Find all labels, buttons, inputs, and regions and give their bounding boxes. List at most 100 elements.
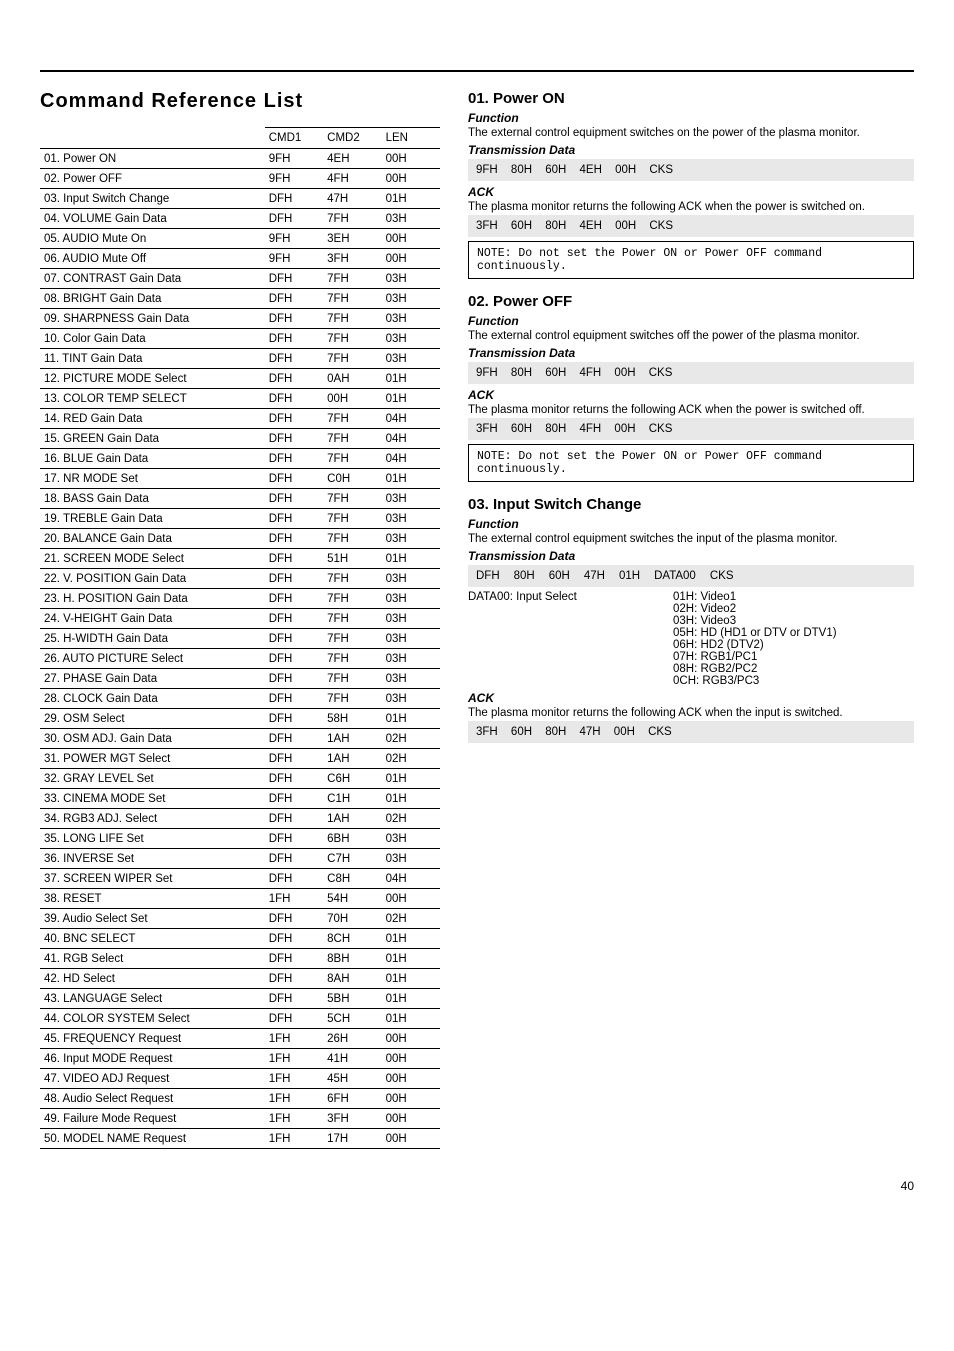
table-row: 43. LANGUAGE SelectDFH5BH01H — [40, 989, 440, 1009]
data-option-value: 01H: Video1 — [673, 591, 914, 603]
table-cell: 1AH — [323, 729, 381, 749]
table-row: 04. VOLUME Gain DataDFH7FH03H — [40, 209, 440, 229]
table-cell: DFH — [265, 869, 323, 889]
data-option-label: DATA00: Input Select — [468, 591, 673, 603]
table-cell: 04H — [382, 869, 440, 889]
table-row: 14. RED Gain DataDFH7FH04H — [40, 409, 440, 429]
hex-token: DFH — [476, 570, 500, 582]
table-cell: DFH — [265, 209, 323, 229]
table-cell: DFH — [265, 529, 323, 549]
table-cell: DFH — [265, 589, 323, 609]
table-cell: 18. BASS Gain Data — [40, 489, 265, 509]
function-label: Function — [468, 517, 914, 531]
table-cell: 03. Input Switch Change — [40, 189, 265, 209]
table-cell: 02H — [382, 729, 440, 749]
data-option-label — [468, 639, 673, 651]
ack-text: The plasma monitor returns the following… — [468, 707, 914, 719]
table-row: 37. SCREEN WIPER SetDFHC8H04H — [40, 869, 440, 889]
page-title: Command Reference List — [40, 90, 440, 113]
table-cell: 1FH — [265, 889, 323, 909]
table-cell: 02H — [382, 909, 440, 929]
table-cell: DFH — [265, 569, 323, 589]
table-row: 26. AUTO PICTURE SelectDFH7FH03H — [40, 649, 440, 669]
table-cell: 37. SCREEN WIPER Set — [40, 869, 265, 889]
table-cell: DFH — [265, 849, 323, 869]
table-header-row: CMD1 CMD2 LEN — [40, 128, 440, 149]
table-row: 21. SCREEN MODE SelectDFH51H01H — [40, 549, 440, 569]
table-row: 24. V-HEIGHT Gain DataDFH7FH03H — [40, 609, 440, 629]
section-title: 03. Input Switch Change — [468, 496, 914, 513]
table-cell: 7FH — [323, 689, 381, 709]
table-cell: 27. PHASE Gain Data — [40, 669, 265, 689]
table-row: 41. RGB SelectDFH8BH01H — [40, 949, 440, 969]
table-cell: 41. RGB Select — [40, 949, 265, 969]
table-cell: 14. RED Gain Data — [40, 409, 265, 429]
table-cell: 16. BLUE Gain Data — [40, 449, 265, 469]
table-row: 18. BASS Gain DataDFH7FH03H — [40, 489, 440, 509]
table-row: 40. BNC SELECTDFH8CH01H — [40, 929, 440, 949]
table-cell: 00H — [382, 249, 440, 269]
table-cell: 7FH — [323, 349, 381, 369]
table-cell: 01H — [382, 1009, 440, 1029]
table-cell: 7FH — [323, 669, 381, 689]
table-cell: 26. AUTO PICTURE Select — [40, 649, 265, 669]
tx-hex-row-wide: DFH80H60H47H01HDATA00CKS — [468, 565, 914, 587]
table-row: 10. Color Gain DataDFH7FH03H — [40, 329, 440, 349]
table-cell: 01H — [382, 389, 440, 409]
table-cell: 00H — [382, 149, 440, 169]
data-option-label — [468, 615, 673, 627]
function-text: The external control equipment switches … — [468, 127, 914, 139]
table-cell: 5CH — [323, 1009, 381, 1029]
table-row: 28. CLOCK Gain DataDFH7FH03H — [40, 689, 440, 709]
table-cell: DFH — [265, 369, 323, 389]
table-cell: 7FH — [323, 509, 381, 529]
col-header-cmd1: CMD1 — [265, 128, 323, 149]
table-row: 16. BLUE Gain DataDFH7FH04H — [40, 449, 440, 469]
function-text: The external control equipment switches … — [468, 330, 914, 342]
data-option-row: 08H: RGB2/PC2 — [468, 663, 914, 675]
table-cell: DFH — [265, 429, 323, 449]
page-number: 40 — [40, 1179, 914, 1193]
table-cell: DFH — [265, 269, 323, 289]
table-cell: 1FH — [265, 1089, 323, 1109]
table-cell: 00H — [382, 1029, 440, 1049]
table-cell: DFH — [265, 449, 323, 469]
table-cell: 8BH — [323, 949, 381, 969]
data-option-row: 0CH: RGB3/PC3 — [468, 675, 914, 687]
table-cell: 01. Power ON — [40, 149, 265, 169]
table-cell: DFH — [265, 409, 323, 429]
ack-text: The plasma monitor returns the following… — [468, 201, 914, 213]
table-row: 31. POWER MGT SelectDFH1AH02H — [40, 749, 440, 769]
table-row: 48. Audio Select Request1FH6FH00H — [40, 1089, 440, 1109]
table-row: 03. Input Switch ChangeDFH47H01H — [40, 189, 440, 209]
table-cell: 7FH — [323, 209, 381, 229]
table-cell: 00H — [382, 1049, 440, 1069]
table-cell: 33. CINEMA MODE Set — [40, 789, 265, 809]
table-cell: DFH — [265, 489, 323, 509]
table-cell: 03H — [382, 569, 440, 589]
ack-hex-row: 3FH 60H 80H 47H 00H CKS — [468, 721, 914, 743]
table-row: 05. AUDIO Mute On9FH3EH00H — [40, 229, 440, 249]
table-cell: 01H — [382, 769, 440, 789]
table-cell: 7FH — [323, 569, 381, 589]
table-cell: 00H — [382, 229, 440, 249]
table-cell: 46. Input MODE Request — [40, 1049, 265, 1069]
function-label: Function — [468, 111, 914, 125]
table-cell: 45H — [323, 1069, 381, 1089]
data-option-label — [468, 627, 673, 639]
table-cell: 03H — [382, 649, 440, 669]
table-cell: 11. TINT Gain Data — [40, 349, 265, 369]
table-cell: 41H — [323, 1049, 381, 1069]
table-row: 22. V. POSITION Gain DataDFH7FH03H — [40, 569, 440, 589]
ack-hex-row: 3FH 60H 80H 4EH 00H CKS — [468, 215, 914, 237]
col-header-cmd2: CMD2 — [323, 128, 381, 149]
table-row: 23. H. POSITION Gain DataDFH7FH03H — [40, 589, 440, 609]
table-cell: 29. OSM Select — [40, 709, 265, 729]
table-cell: 32. GRAY LEVEL Set — [40, 769, 265, 789]
data-option-row: 02H: Video2 — [468, 603, 914, 615]
table-cell: 03H — [382, 529, 440, 549]
data-option-label — [468, 675, 673, 687]
table-cell: 54H — [323, 889, 381, 909]
table-cell: 01H — [382, 369, 440, 389]
table-cell: 04H — [382, 409, 440, 429]
